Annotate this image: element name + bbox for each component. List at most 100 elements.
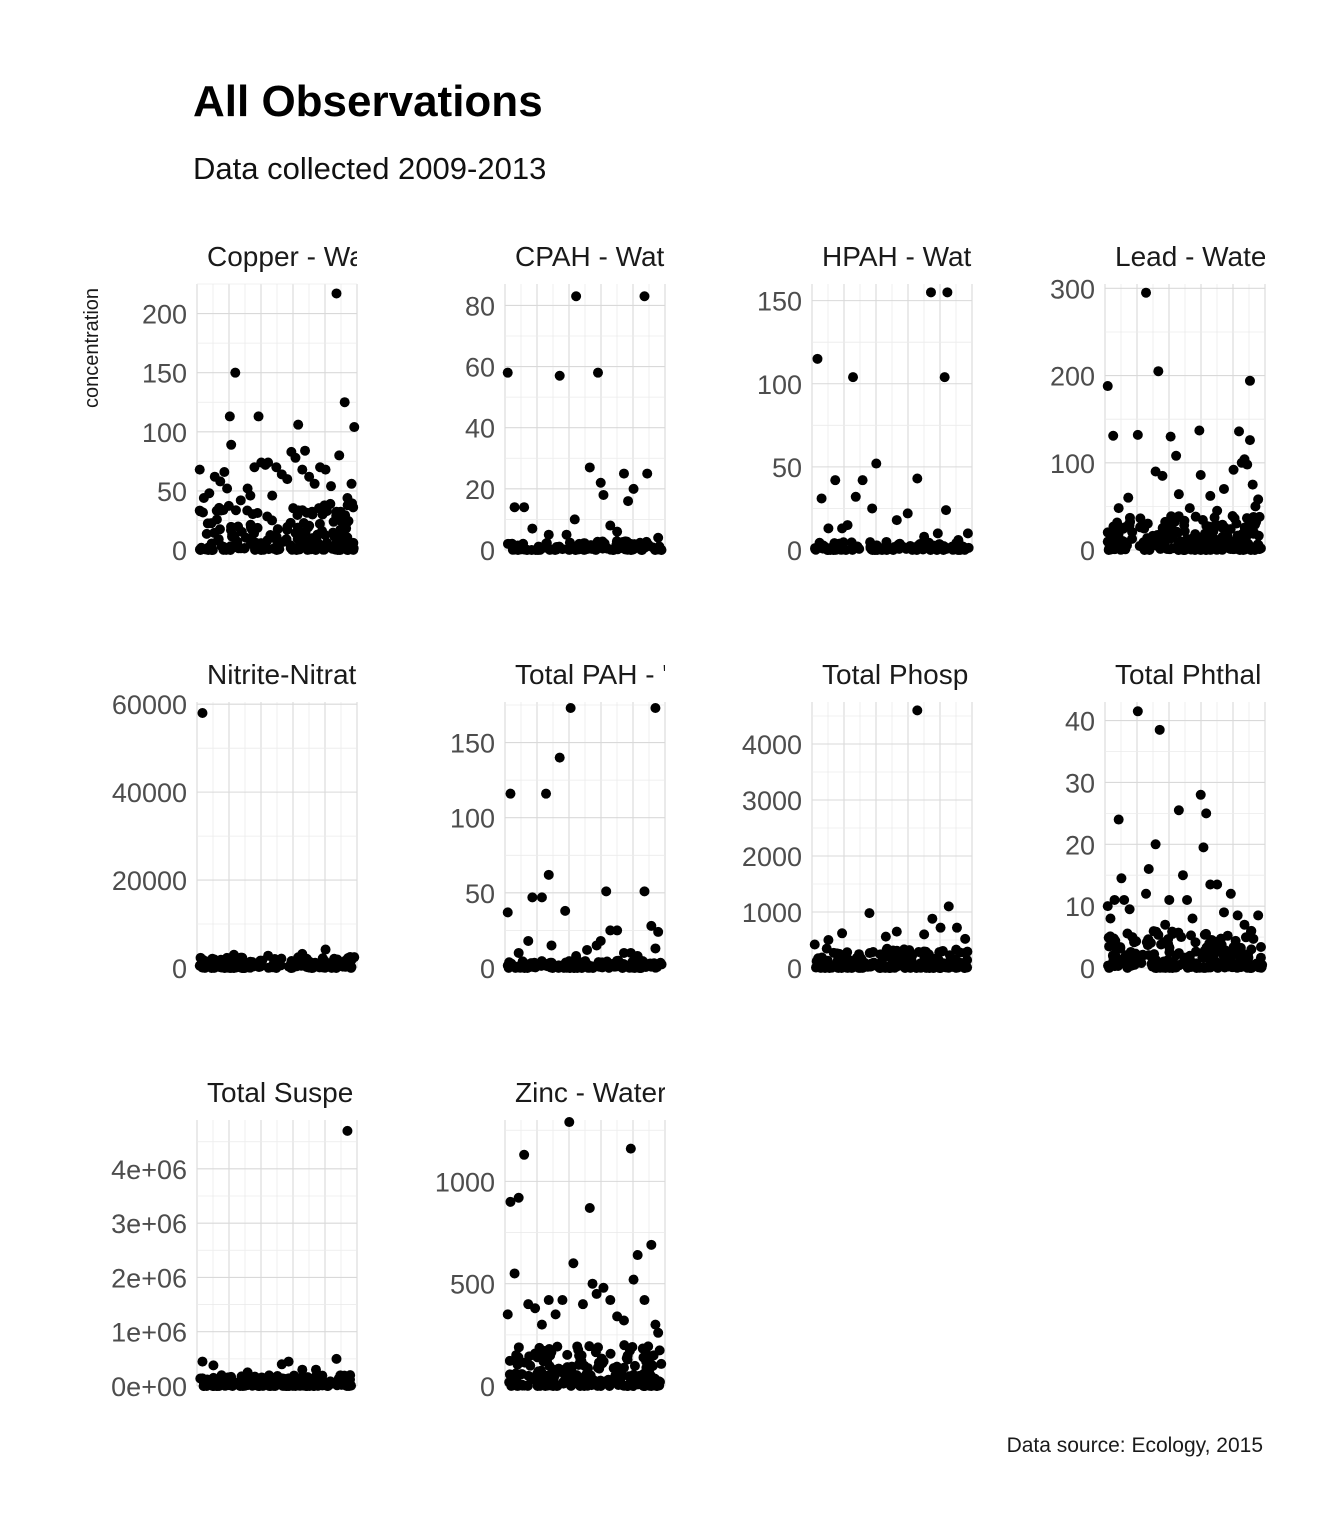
data-point bbox=[253, 411, 264, 422]
data-point bbox=[541, 788, 552, 799]
data-point bbox=[550, 1309, 561, 1320]
data-point bbox=[1203, 532, 1214, 543]
data-point bbox=[1187, 913, 1198, 924]
data-point bbox=[539, 1346, 550, 1357]
data-point bbox=[942, 287, 953, 298]
data-point bbox=[1172, 928, 1183, 939]
y-tick-label: 3000 bbox=[742, 786, 802, 816]
data-point bbox=[263, 950, 274, 961]
data-point bbox=[902, 508, 913, 519]
data-point bbox=[927, 913, 938, 924]
data-point bbox=[591, 1288, 602, 1299]
data-point bbox=[623, 496, 634, 507]
data-point bbox=[287, 962, 298, 973]
data-point bbox=[848, 372, 859, 383]
data-point bbox=[953, 535, 964, 546]
data-point bbox=[523, 935, 534, 946]
data-point bbox=[885, 543, 896, 554]
data-point bbox=[1225, 524, 1236, 535]
data-point bbox=[1198, 842, 1209, 853]
y-tick-label: 0e+00 bbox=[111, 1372, 187, 1402]
y-tick-label: 80 bbox=[465, 291, 495, 321]
data-point bbox=[1230, 935, 1241, 946]
data-point bbox=[605, 925, 616, 936]
data-point bbox=[1132, 429, 1143, 440]
y-tick-label: 30 bbox=[1065, 768, 1095, 798]
data-point bbox=[650, 943, 661, 954]
data-point bbox=[339, 397, 350, 408]
data-point bbox=[297, 1364, 308, 1375]
y-tick-label: 100 bbox=[142, 418, 187, 448]
data-point bbox=[951, 944, 962, 955]
data-point bbox=[267, 531, 278, 542]
data-point bbox=[543, 869, 554, 880]
data-point bbox=[1162, 543, 1173, 554]
data-point bbox=[287, 544, 298, 555]
y-tick-label: 300 bbox=[1050, 274, 1095, 304]
facet-panel: 0 50 100 150 200 Copper - Wa bbox=[142, 241, 360, 566]
data-point bbox=[272, 1370, 283, 1381]
data-point bbox=[505, 788, 516, 799]
data-point bbox=[508, 1378, 519, 1389]
data-point bbox=[1160, 919, 1171, 930]
y-tick-label: 0 bbox=[1080, 536, 1095, 566]
data-point bbox=[331, 1353, 342, 1364]
y-tick-label: 20 bbox=[1065, 830, 1095, 860]
data-point bbox=[256, 544, 267, 555]
data-point bbox=[316, 961, 327, 972]
data-point bbox=[221, 1374, 232, 1385]
data-point bbox=[1200, 928, 1211, 939]
data-point bbox=[598, 1282, 609, 1293]
data-point bbox=[592, 367, 603, 378]
y-tick-label: 4e+06 bbox=[111, 1155, 187, 1185]
data-point bbox=[328, 516, 339, 527]
data-point bbox=[515, 1369, 526, 1380]
data-point bbox=[333, 955, 344, 966]
data-point bbox=[309, 478, 320, 489]
data-point bbox=[1201, 808, 1212, 819]
data-point bbox=[342, 1125, 353, 1136]
data-point bbox=[935, 922, 946, 933]
data-point bbox=[214, 502, 225, 513]
data-point bbox=[288, 503, 299, 514]
data-point bbox=[1190, 511, 1201, 522]
data-point bbox=[943, 962, 954, 973]
data-point bbox=[307, 506, 318, 517]
data-point bbox=[812, 353, 823, 364]
data-point bbox=[1119, 894, 1130, 905]
data-point bbox=[1123, 492, 1134, 503]
facet-strip-label: HPAH - Wate bbox=[822, 241, 987, 272]
data-point bbox=[1135, 513, 1146, 524]
data-point bbox=[263, 962, 274, 973]
data-point bbox=[1244, 375, 1255, 386]
data-point bbox=[639, 1295, 650, 1306]
data-point bbox=[263, 457, 274, 468]
data-point bbox=[230, 505, 241, 516]
data-point bbox=[1150, 839, 1161, 850]
data-point bbox=[1108, 430, 1119, 441]
data-point bbox=[326, 481, 337, 492]
y-tick-label: 0 bbox=[480, 954, 495, 984]
data-point bbox=[562, 1349, 573, 1360]
data-point bbox=[1204, 954, 1215, 965]
data-point bbox=[201, 528, 212, 539]
data-point bbox=[235, 495, 246, 506]
data-point bbox=[1109, 894, 1120, 905]
y-tick-label: 0 bbox=[1080, 954, 1095, 984]
data-point bbox=[1255, 941, 1266, 952]
data-point bbox=[1228, 544, 1239, 555]
data-point bbox=[513, 1352, 524, 1363]
data-point bbox=[293, 419, 304, 430]
data-point bbox=[233, 543, 244, 554]
data-point bbox=[310, 1364, 321, 1375]
data-point bbox=[1104, 544, 1115, 555]
data-point bbox=[1172, 528, 1183, 539]
data-point bbox=[503, 962, 514, 973]
data-point bbox=[1194, 425, 1205, 436]
data-point bbox=[283, 1356, 294, 1367]
data-point bbox=[1177, 870, 1188, 881]
data-point bbox=[646, 961, 657, 972]
data-point bbox=[1212, 542, 1223, 553]
data-point bbox=[1113, 503, 1124, 514]
data-point bbox=[324, 1379, 335, 1390]
